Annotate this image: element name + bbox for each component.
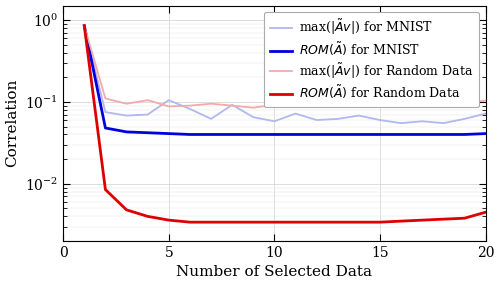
- $ROM(\tilde{A})$ for Random Data: [144, 215, 150, 218]
- $ROM(\tilde{A})$ for Random Data: [124, 208, 130, 211]
- $ROM(\tilde{A})$ for MNIST: [82, 24, 87, 27]
- $ROM(\tilde{A})$ for Random Data: [314, 220, 320, 224]
- $ROM(\tilde{A})$ for Random Data: [356, 220, 362, 224]
- $ROM(\tilde{A})$ for MNIST: [377, 133, 383, 136]
- max(|$\tilde{A}v$|) for Random Data: [208, 102, 214, 105]
- max(|$\tilde{A}v$|) for MNIST: [144, 113, 150, 116]
- $ROM(\tilde{A})$ for Random Data: [272, 220, 278, 224]
- max(|$\tilde{A}v$|) for MNIST: [314, 118, 320, 122]
- max(|$\tilde{A}v$|) for MNIST: [377, 118, 383, 122]
- max(|$\tilde{A}v$|) for Random Data: [124, 102, 130, 105]
- max(|$\tilde{A}v$|) for Random Data: [335, 103, 341, 107]
- max(|$\tilde{A}v$|) for Random Data: [398, 101, 404, 104]
- $ROM(\tilde{A})$ for Random Data: [482, 211, 488, 214]
- $ROM(\tilde{A})$ for MNIST: [482, 132, 488, 135]
- max(|$\tilde{A}v$|) for MNIST: [82, 24, 87, 27]
- max(|$\tilde{A}v$|) for MNIST: [187, 107, 193, 111]
- max(|$\tilde{A}v$|) for MNIST: [166, 98, 172, 102]
- max(|$\tilde{A}v$|) for Random Data: [292, 102, 298, 105]
- $ROM(\tilde{A})$ for Random Data: [250, 220, 256, 224]
- $ROM(\tilde{A})$ for MNIST: [250, 133, 256, 136]
- $ROM(\tilde{A})$ for MNIST: [166, 132, 172, 135]
- Y-axis label: Correlation: Correlation: [6, 79, 20, 168]
- $ROM(\tilde{A})$ for Random Data: [462, 217, 468, 220]
- max(|$\tilde{A}v$|) for MNIST: [124, 114, 130, 117]
- max(|$\tilde{A}v$|) for MNIST: [208, 117, 214, 121]
- $ROM(\tilde{A})$ for Random Data: [377, 220, 383, 224]
- $ROM(\tilde{A})$ for MNIST: [356, 133, 362, 136]
- max(|$\tilde{A}v$|) for Random Data: [102, 97, 108, 100]
- max(|$\tilde{A}v$|) for MNIST: [482, 112, 488, 115]
- max(|$\tilde{A}v$|) for Random Data: [462, 100, 468, 103]
- Line: $ROM(\tilde{A})$ for MNIST: $ROM(\tilde{A})$ for MNIST: [84, 26, 485, 135]
- max(|$\tilde{A}v$|) for MNIST: [229, 103, 235, 107]
- $ROM(\tilde{A})$ for MNIST: [440, 133, 446, 136]
- $ROM(\tilde{A})$ for MNIST: [208, 133, 214, 136]
- max(|$\tilde{A}v$|) for MNIST: [440, 121, 446, 125]
- $ROM(\tilde{A})$ for MNIST: [398, 133, 404, 136]
- max(|$\tilde{A}v$|) for Random Data: [82, 24, 87, 27]
- $ROM(\tilde{A})$ for MNIST: [187, 133, 193, 136]
- max(|$\tilde{A}v$|) for Random Data: [187, 104, 193, 107]
- X-axis label: Number of Selected Data: Number of Selected Data: [176, 265, 372, 280]
- max(|$\tilde{A}v$|) for Random Data: [420, 100, 426, 103]
- $ROM(\tilde{A})$ for Random Data: [102, 188, 108, 191]
- $ROM(\tilde{A})$ for Random Data: [187, 220, 193, 224]
- max(|$\tilde{A}v$|) for MNIST: [335, 117, 341, 121]
- Line: $ROM(\tilde{A})$ for Random Data: $ROM(\tilde{A})$ for Random Data: [84, 26, 485, 222]
- $ROM(\tilde{A})$ for Random Data: [440, 217, 446, 221]
- max(|$\tilde{A}v$|) for Random Data: [314, 104, 320, 107]
- $ROM(\tilde{A})$ for MNIST: [292, 133, 298, 136]
- max(|$\tilde{A}v$|) for Random Data: [144, 98, 150, 102]
- $ROM(\tilde{A})$ for Random Data: [166, 218, 172, 222]
- max(|$\tilde{A}v$|) for Random Data: [377, 102, 383, 105]
- Line: max(|$\tilde{A}v$|) for MNIST: max(|$\tilde{A}v$|) for MNIST: [84, 26, 485, 123]
- $ROM(\tilde{A})$ for Random Data: [420, 218, 426, 222]
- $ROM(\tilde{A})$ for MNIST: [102, 126, 108, 130]
- Legend: max(|$\tilde{A}v$|) for MNIST, $ROM(\tilde{A})$ for MNIST, max(|$\tilde{A}v$|) f: max(|$\tilde{A}v$|) for MNIST, $ROM(\til…: [264, 12, 480, 107]
- max(|$\tilde{A}v$|) for MNIST: [356, 114, 362, 117]
- max(|$\tilde{A}v$|) for MNIST: [420, 119, 426, 123]
- max(|$\tilde{A}v$|) for Random Data: [440, 101, 446, 105]
- $ROM(\tilde{A})$ for Random Data: [82, 24, 87, 27]
- $ROM(\tilde{A})$ for MNIST: [335, 133, 341, 136]
- Line: max(|$\tilde{A}v$|) for Random Data: max(|$\tilde{A}v$|) for Random Data: [84, 26, 485, 108]
- $ROM(\tilde{A})$ for Random Data: [208, 220, 214, 224]
- max(|$\tilde{A}v$|) for MNIST: [250, 115, 256, 119]
- $ROM(\tilde{A})$ for Random Data: [229, 220, 235, 224]
- $ROM(\tilde{A})$ for Random Data: [292, 220, 298, 224]
- max(|$\tilde{A}v$|) for Random Data: [482, 99, 488, 103]
- $ROM(\tilde{A})$ for MNIST: [144, 131, 150, 135]
- max(|$\tilde{A}v$|) for MNIST: [462, 117, 468, 121]
- $ROM(\tilde{A})$ for Random Data: [398, 219, 404, 223]
- $ROM(\tilde{A})$ for MNIST: [272, 133, 278, 136]
- max(|$\tilde{A}v$|) for Random Data: [229, 104, 235, 107]
- max(|$\tilde{A}v$|) for Random Data: [356, 101, 362, 104]
- max(|$\tilde{A}v$|) for Random Data: [250, 106, 256, 109]
- $ROM(\tilde{A})$ for MNIST: [420, 133, 426, 136]
- max(|$\tilde{A}v$|) for MNIST: [102, 110, 108, 114]
- $ROM(\tilde{A})$ for Random Data: [335, 220, 341, 224]
- max(|$\tilde{A}v$|) for MNIST: [292, 112, 298, 115]
- $ROM(\tilde{A})$ for MNIST: [124, 130, 130, 134]
- max(|$\tilde{A}v$|) for Random Data: [166, 105, 172, 108]
- $ROM(\tilde{A})$ for MNIST: [462, 133, 468, 136]
- max(|$\tilde{A}v$|) for Random Data: [272, 103, 278, 107]
- max(|$\tilde{A}v$|) for MNIST: [398, 121, 404, 125]
- $ROM(\tilde{A})$ for MNIST: [314, 133, 320, 136]
- max(|$\tilde{A}v$|) for MNIST: [272, 119, 278, 123]
- $ROM(\tilde{A})$ for MNIST: [229, 133, 235, 136]
